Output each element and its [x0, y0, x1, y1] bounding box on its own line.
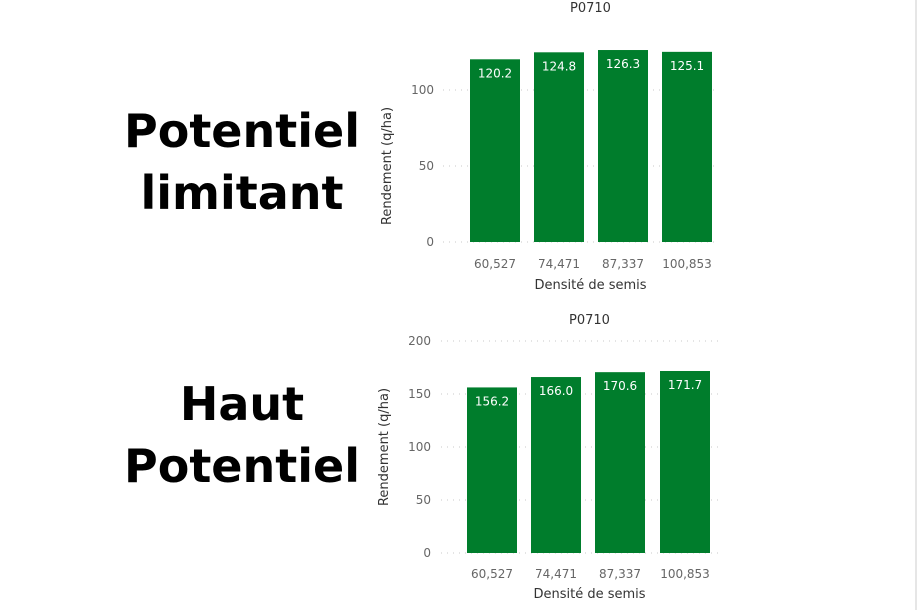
y-tick-label: 150	[408, 387, 431, 401]
x-tick-label: 87,337	[599, 567, 641, 581]
y-tick-label: 200	[408, 334, 431, 348]
bar	[534, 52, 584, 242]
x-tick-label: 87,337	[602, 257, 644, 271]
bar	[531, 377, 581, 553]
y-tick-label: 0	[426, 235, 434, 249]
bar	[467, 387, 517, 553]
chart-title: P0710	[570, 1, 611, 16]
x-tick-label: 100,853	[662, 257, 712, 271]
x-tick-label: 100,853	[660, 567, 710, 581]
data-label: 170.6	[603, 379, 637, 393]
x-axis-title: Densité de semis	[533, 587, 645, 602]
chart-title: P0710	[569, 313, 610, 328]
data-label: 126.3	[606, 57, 640, 71]
x-tick-label: 60,527	[474, 257, 516, 271]
x-tick-label: 60,527	[471, 567, 513, 581]
y-axis-title: Rendement (q/ha)	[377, 388, 392, 506]
divider	[915, 0, 917, 610]
y-tick-label: 100	[408, 440, 431, 454]
label-line: Potentiel	[124, 104, 360, 158]
x-tick-label: 74,471	[538, 257, 580, 271]
data-label: 166.0	[539, 384, 573, 398]
label-line: Potentiel	[124, 439, 360, 493]
data-label: 124.8	[542, 59, 576, 73]
bar	[470, 59, 520, 242]
x-axis-title: Densité de semis	[534, 278, 646, 293]
bar	[598, 50, 648, 242]
data-label: 120.2	[478, 66, 512, 80]
bar	[662, 51, 712, 243]
label-potentiel-limitant: Potentiel limitant	[112, 100, 372, 224]
data-label: 156.2	[475, 394, 509, 408]
bar	[595, 372, 645, 553]
x-tick-label: 74,471	[535, 567, 577, 581]
label-line: limitant	[140, 166, 344, 220]
y-tick-label: 50	[419, 159, 434, 173]
label-line: Haut	[179, 377, 305, 431]
data-label: 125.1	[670, 59, 704, 73]
bar	[660, 370, 710, 553]
y-tick-label: 100	[411, 83, 434, 97]
data-label: 171.7	[668, 378, 702, 392]
y-axis-title: Rendement (q/ha)	[380, 107, 395, 225]
y-tick-label: 0	[423, 546, 431, 560]
label-haut-potentiel: Haut Potentiel	[112, 373, 372, 497]
y-tick-label: 50	[416, 493, 431, 507]
